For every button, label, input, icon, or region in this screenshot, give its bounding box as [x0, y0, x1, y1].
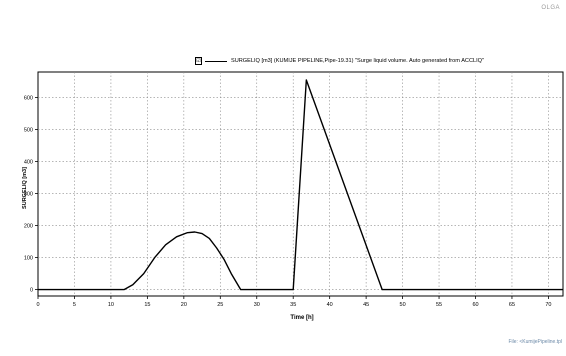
x-tick-label: 50 — [400, 302, 406, 308]
x-tick-label: 60 — [472, 302, 478, 308]
x-tick-label: 45 — [363, 302, 369, 308]
x-tick-label: 15 — [144, 302, 150, 308]
x-tick-label: 40 — [327, 302, 333, 308]
x-tick-label: 0 — [36, 302, 39, 308]
x-tick-label: 30 — [254, 302, 260, 308]
legend-checkbox[interactable]: ☑ — [195, 57, 202, 65]
x-tick-label: 25 — [217, 302, 223, 308]
y-tick-label: 600 — [24, 96, 33, 102]
x-tick-label: 20 — [181, 302, 187, 308]
legend-label: SURGELIQ [m3] (KUMIJE PIPELINE,Pipe-19.3… — [231, 58, 485, 64]
series-line-1 — [38, 79, 563, 291]
x-tick-label: 65 — [509, 302, 515, 308]
legend-line-swatch — [205, 60, 227, 62]
y-tick-label: 200 — [24, 224, 33, 230]
y-tick-label: 300 — [24, 192, 33, 198]
y-tick-label: 100 — [24, 256, 33, 262]
x-tick-label: 70 — [545, 302, 551, 308]
corner-label: OLGA — [541, 5, 560, 11]
file-label: File: <KumijePipeline.tpl — [508, 339, 563, 345]
y-axis-label: SURGELIQ [m3] — [21, 167, 28, 209]
y-tick-label: 400 — [24, 160, 33, 166]
legend[interactable]: ☑ SURGELIQ [m3] (KUMIJE PIPELINE,Pipe-19… — [195, 57, 484, 65]
y-tick-label: 0 — [30, 288, 33, 294]
x-tick-label: 10 — [108, 302, 114, 308]
x-tick-label: 55 — [436, 302, 442, 308]
x-tick-label: 5 — [73, 302, 76, 308]
y-tick-label: 500 — [24, 128, 33, 134]
x-tick-label: 35 — [290, 302, 296, 308]
plot-frame — [37, 71, 564, 297]
x-axis-label: Time [h] — [290, 315, 314, 321]
